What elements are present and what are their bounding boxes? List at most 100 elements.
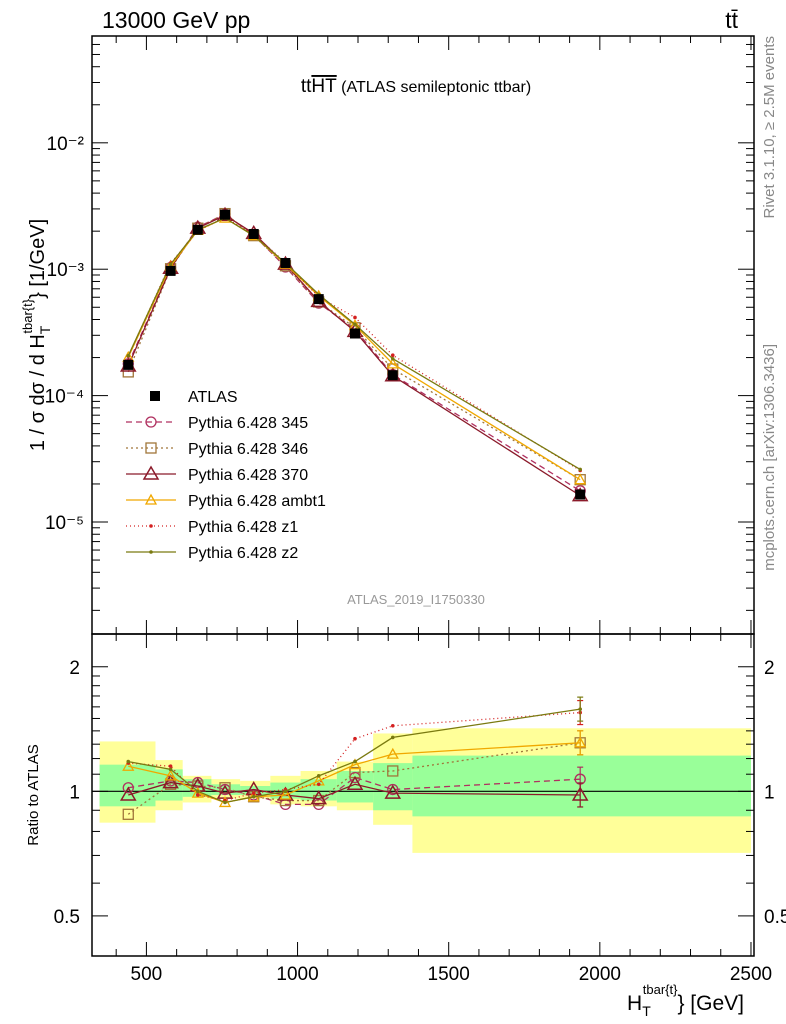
ratio-line xyxy=(128,776,581,806)
ratio-point xyxy=(122,759,135,771)
ratio-point xyxy=(168,764,173,769)
legend-marker xyxy=(149,550,153,554)
legend-entry: Pythia 6.428 ambt1 xyxy=(126,493,326,510)
x-axis-label-sub: T xyxy=(642,1003,651,1019)
series-point xyxy=(386,357,399,369)
ratio-point xyxy=(316,774,321,778)
legend-entry: Pythia 6.428 346 xyxy=(126,441,308,458)
y-tick-label: 10⁻⁵ xyxy=(45,513,84,534)
ratio-point xyxy=(119,786,137,801)
x-axis-label-main: H xyxy=(627,992,642,1015)
x-axis-label: HTtbar{t}} [GeV] xyxy=(627,982,744,1019)
ratio-point xyxy=(283,789,288,794)
legend-marker xyxy=(144,493,158,505)
ratio-point xyxy=(122,808,134,820)
ratio-point xyxy=(316,782,321,787)
ratio-point xyxy=(571,786,589,801)
ratio-tick-label: 1 xyxy=(69,782,80,803)
ratio-y-axis-label: Ratio to ATLAS xyxy=(25,744,42,845)
ratio-tick-label-right: 2 xyxy=(764,658,775,679)
data-point xyxy=(280,257,291,268)
series-line xyxy=(127,212,581,481)
y-axis-label-sub: T xyxy=(37,325,53,334)
legend-entry: ATLAS xyxy=(150,389,238,406)
ratio-point xyxy=(162,774,179,789)
ratio-point xyxy=(578,707,582,711)
series-point xyxy=(126,354,131,358)
legend-entry: Pythia 6.428 z2 xyxy=(126,545,298,562)
series-point xyxy=(353,315,357,320)
chart-title-tt: tt xyxy=(301,76,312,97)
data-point xyxy=(349,328,360,339)
data-point xyxy=(165,265,176,276)
y-axis-label-main: 1 / σ dσ / d H xyxy=(27,334,49,451)
x-tick-label: 1500 xyxy=(428,964,470,985)
ratio-point xyxy=(251,795,256,799)
x-axis-label-sup: tbar{t} xyxy=(643,982,678,997)
y-tick-label: 10⁻² xyxy=(47,134,85,155)
series-ratio-3 xyxy=(122,730,587,808)
ratio-point xyxy=(126,759,131,764)
ratio-tick-label: 0.5 xyxy=(54,907,80,928)
legend-marker xyxy=(149,524,153,528)
ratio-point xyxy=(310,790,328,805)
y-axis-label: 1 / σ dσ / d HTtbar{t}} [1/GeV] xyxy=(20,219,53,451)
rivet-label: Rivet 3.1.10, ≥ 2.5M events xyxy=(761,36,778,219)
legend: ATLAS Pythia 6.428 345 Pythia 6.428 346 Pyt… xyxy=(126,389,326,562)
ratio-point xyxy=(353,759,357,764)
legend-entry: Pythia 6.428 z1 xyxy=(126,519,298,536)
legend-label: Pythia 6.428 346 xyxy=(188,441,308,458)
ratio-point xyxy=(195,789,200,794)
x-axis-label-unit: } [GeV] xyxy=(677,992,744,1015)
y-axis-label-sup: tbar{t} xyxy=(20,298,35,333)
chart-title-rest: (ATLAS semileptonic ttbar) xyxy=(337,79,531,96)
ratio-point xyxy=(223,800,227,805)
ratio-point xyxy=(346,775,364,791)
analysis-watermark: ATLAS_2019_I1750330 xyxy=(347,592,485,607)
x-tick-label: 2000 xyxy=(579,964,621,985)
ratio-point xyxy=(387,765,399,777)
legend-marker xyxy=(145,416,157,428)
data-point xyxy=(123,359,134,370)
y-axis-label-unit: } [1/GeV] xyxy=(27,219,49,299)
legend-marker xyxy=(145,442,157,454)
ratio-tick-label: 2 xyxy=(69,658,80,679)
main-series-group xyxy=(119,206,589,502)
ratio-point xyxy=(279,788,292,800)
legend-label: Pythia 6.428 z1 xyxy=(188,519,298,536)
chart-title-overlined: HT xyxy=(311,76,337,97)
x-tick-label: 1000 xyxy=(276,964,318,985)
series-line xyxy=(127,217,581,470)
legend-entry: Pythia 6.428 345 xyxy=(126,415,308,432)
ratio-point xyxy=(390,735,395,740)
series-point xyxy=(390,356,395,361)
legend-label: ATLAS xyxy=(188,389,238,406)
data-point xyxy=(575,489,586,500)
legend-label: Pythia 6.428 370 xyxy=(188,467,308,484)
series-ratio-5 xyxy=(126,696,584,805)
y-tick-label: 10⁻⁴ xyxy=(45,387,84,408)
series-point xyxy=(353,322,357,327)
ratio-series-group xyxy=(119,696,589,820)
series-point xyxy=(168,262,173,266)
series-point xyxy=(390,353,395,357)
legend-label: Pythia 6.428 345 xyxy=(188,415,308,432)
legend-entry: Pythia 6.428 370 xyxy=(126,465,308,484)
legend-marker xyxy=(150,391,160,401)
ratio-line xyxy=(128,708,581,804)
data-point xyxy=(387,370,398,381)
series-line xyxy=(127,213,581,492)
data-point xyxy=(248,228,259,239)
ratio-point xyxy=(251,791,256,795)
mcplots-label: mcplots.cern.ch [arXiv:1306.3436] xyxy=(761,344,778,571)
y-tick-label: 10⁻³ xyxy=(47,260,85,281)
axis-ticks: 500 1000 1500 2000 2500 10⁻⁵ 10⁻⁴ 10⁻³ 10⁻² 0.5 0.… xyxy=(45,35,786,985)
x-tick-label: 500 xyxy=(131,964,163,985)
ratio-point xyxy=(353,736,357,741)
chart-title: ttHT (ATLAS semileptonic ttbar) xyxy=(301,76,531,97)
x-tick-label: 2500 xyxy=(730,964,772,985)
ratio-point xyxy=(348,758,362,770)
series-main-5 xyxy=(126,216,582,472)
band-inner xyxy=(211,784,241,795)
